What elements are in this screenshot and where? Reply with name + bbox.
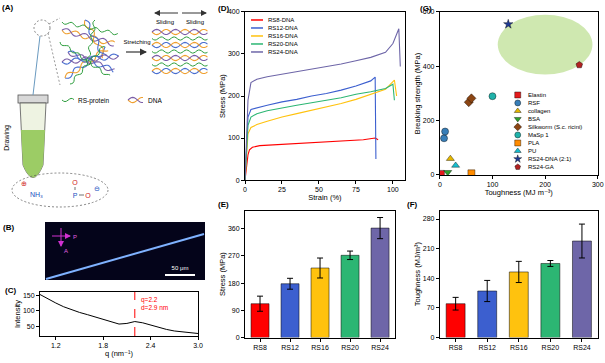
svg-text:Breaking strength (MPa): Breaking strength (MPa) xyxy=(413,52,422,134)
svg-text:RS-protein: RS-protein xyxy=(78,97,109,105)
svg-text:RS20-DNA: RS20-DNA xyxy=(268,41,298,47)
svg-text:(D): (D) xyxy=(218,4,229,13)
svg-text:90: 90 xyxy=(232,307,240,314)
svg-text:(F): (F) xyxy=(407,200,418,209)
svg-text:RS24: RS24 xyxy=(371,344,389,351)
svg-text:MaSp 1: MaSp 1 xyxy=(528,132,549,138)
svg-text:360: 360 xyxy=(228,225,240,232)
svg-text:⊕: ⊕ xyxy=(21,180,27,187)
svg-text:BSA: BSA xyxy=(528,116,540,122)
svg-text:50 μm: 50 μm xyxy=(172,265,189,271)
svg-text:100: 100 xyxy=(23,307,35,314)
svg-text:100: 100 xyxy=(387,186,399,193)
svg-text:PU: PU xyxy=(528,148,536,154)
svg-text:RS24-DNA: RS24-DNA xyxy=(268,49,298,55)
svg-text:q=2.2: q=2.2 xyxy=(141,296,158,304)
svg-text:50: 50 xyxy=(27,323,35,330)
svg-text:RS16-DNA: RS16-DNA xyxy=(268,33,298,39)
svg-text:0: 0 xyxy=(431,171,435,178)
svg-text:O: O xyxy=(72,179,78,186)
svg-text:RS24-GA: RS24-GA xyxy=(528,164,554,170)
svg-text:RS12-DNA: RS12-DNA xyxy=(268,25,298,31)
svg-text:RS12: RS12 xyxy=(281,344,299,351)
svg-text:DNA: DNA xyxy=(148,97,162,104)
svg-text:RS16: RS16 xyxy=(311,344,329,351)
svg-text:Silkworm (S.c. ricini): Silkworm (S.c. ricini) xyxy=(528,124,582,130)
svg-text:270: 270 xyxy=(228,252,240,259)
svg-text:Sliding: Sliding xyxy=(186,19,204,25)
svg-text:0: 0 xyxy=(243,186,247,193)
svg-text:200: 200 xyxy=(228,92,240,99)
svg-text:3.0: 3.0 xyxy=(193,342,203,349)
svg-text:RS8: RS8 xyxy=(449,344,463,351)
svg-text:q (nm⁻¹): q (nm⁻¹) xyxy=(105,349,134,358)
svg-text:RS16: RS16 xyxy=(510,344,528,351)
svg-text:RS8-DNA: RS8-DNA xyxy=(268,17,294,23)
svg-text:200: 200 xyxy=(539,181,551,188)
svg-text:RS8: RS8 xyxy=(253,344,267,351)
svg-text:Sliding: Sliding xyxy=(156,19,174,25)
svg-text:Stress (MPa): Stress (MPa) xyxy=(218,74,227,118)
svg-text:Stress (MPa): Stress (MPa) xyxy=(218,252,227,296)
svg-text:(C): (C) xyxy=(5,286,16,295)
svg-text:200: 200 xyxy=(423,117,435,124)
svg-text:100: 100 xyxy=(228,134,240,141)
svg-text:RS24-DNA (2:1): RS24-DNA (2:1) xyxy=(528,156,571,162)
svg-text:1.8: 1.8 xyxy=(98,342,108,349)
svg-text:(G): (G) xyxy=(420,4,432,13)
svg-text:75: 75 xyxy=(352,186,360,193)
svg-text:collagen: collagen xyxy=(528,108,550,114)
svg-text:180: 180 xyxy=(228,280,240,287)
svg-text:600: 600 xyxy=(423,8,435,15)
svg-text:70: 70 xyxy=(427,304,435,311)
svg-text:140: 140 xyxy=(423,275,435,282)
svg-text:0: 0 xyxy=(236,334,240,341)
svg-text:RS12: RS12 xyxy=(478,344,496,351)
svg-text:Elastin: Elastin xyxy=(528,92,546,98)
svg-text:NH₃: NH₃ xyxy=(30,191,43,198)
svg-text:O: O xyxy=(85,192,91,199)
svg-text:1.2: 1.2 xyxy=(51,342,61,349)
svg-text:Intensity: Intensity xyxy=(13,300,22,328)
svg-text:50: 50 xyxy=(315,186,323,193)
svg-text:Stretching: Stretching xyxy=(123,39,150,45)
svg-text:25: 25 xyxy=(278,186,286,193)
svg-text:(A): (A) xyxy=(2,3,13,12)
svg-text:Toughness (MJ/m³): Toughness (MJ/m³) xyxy=(413,241,422,306)
svg-text:P: P xyxy=(73,234,77,240)
svg-text:150: 150 xyxy=(23,292,35,299)
svg-text:400: 400 xyxy=(423,63,435,70)
svg-text:0: 0 xyxy=(431,334,435,341)
svg-text:Drawing: Drawing xyxy=(3,125,11,151)
svg-text:A: A xyxy=(64,248,68,254)
svg-text:100: 100 xyxy=(487,181,499,188)
svg-text:d=2.9 nm: d=2.9 nm xyxy=(141,304,168,311)
svg-text:RS20: RS20 xyxy=(542,344,560,351)
svg-text:0: 0 xyxy=(236,176,240,183)
svg-text:280: 280 xyxy=(423,215,435,222)
svg-text:300: 300 xyxy=(592,181,604,188)
svg-text:300: 300 xyxy=(228,50,240,57)
svg-text:RSF: RSF xyxy=(528,100,540,106)
svg-text:RS24: RS24 xyxy=(573,344,591,351)
svg-text:2.4: 2.4 xyxy=(146,342,156,349)
svg-text:Toughness (MJ m⁻³): Toughness (MJ m⁻³) xyxy=(485,188,554,197)
svg-text:P: P xyxy=(73,192,78,199)
svg-text:(B): (B) xyxy=(3,223,14,232)
svg-text:Strain (%): Strain (%) xyxy=(308,193,342,202)
svg-text:PLA: PLA xyxy=(528,140,539,146)
svg-text:0: 0 xyxy=(438,181,442,188)
svg-text:RS20: RS20 xyxy=(341,344,359,351)
svg-text:(E): (E) xyxy=(218,200,229,209)
svg-text:⊖: ⊖ xyxy=(94,185,100,192)
svg-text:210: 210 xyxy=(423,245,435,252)
svg-text:400: 400 xyxy=(228,8,240,15)
